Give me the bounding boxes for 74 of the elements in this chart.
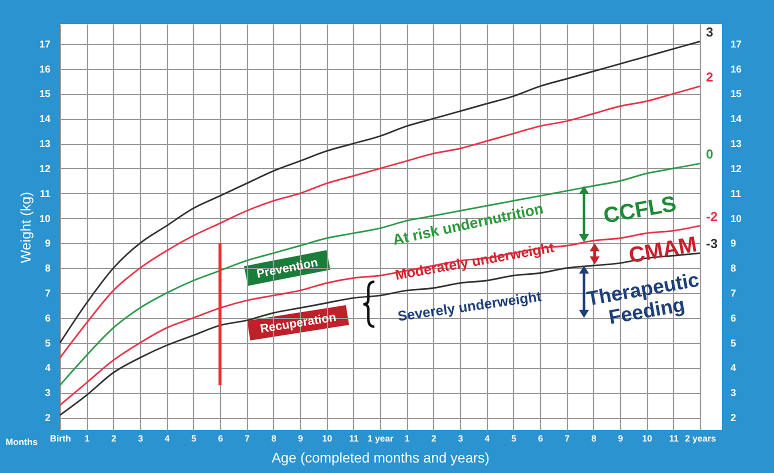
x-tick-label: 8 — [591, 434, 596, 444]
y-tick-label: 5 — [44, 338, 51, 350]
line-series — [59, 85, 701, 359]
y-tick-label: 12 — [39, 164, 51, 175]
x-tick-label: 2 — [431, 434, 436, 444]
text: Months — [6, 437, 38, 448]
y-tick-label: 4 — [44, 363, 51, 374]
y2-tick-label: 12 — [730, 164, 742, 175]
y-tick-label: 6 — [44, 313, 51, 324]
series-label: 3 — [706, 24, 714, 40]
annotation: CCFLS — [601, 190, 678, 228]
x-tick-label: 2 — [111, 434, 116, 444]
x-tick-label: 10 — [642, 434, 652, 444]
series-label: -3 — [706, 236, 718, 252]
x-tick-label: 11 — [349, 434, 359, 444]
y-tick-label: 13 — [39, 139, 51, 150]
y-tick-label: 7 — [44, 288, 51, 300]
y2-tick-label: 4 — [730, 363, 736, 374]
y-tick-label: 11 — [40, 188, 51, 200]
x-tick-label: 10 — [322, 434, 332, 444]
series-label: 2 — [706, 69, 714, 84]
y2-tick-label: 10 — [730, 214, 742, 225]
y-tick-label: 8 — [44, 264, 51, 275]
line-series — [59, 40, 701, 344]
y2-tick-label: 6 — [730, 313, 736, 324]
annotation: Prevention — [255, 255, 319, 281]
x-tick-label: 1 — [404, 434, 410, 444]
y-tick-label: 17 — [39, 39, 51, 50]
x-tick-label: 5 — [511, 434, 516, 444]
x-tick-label: 8 — [271, 434, 276, 444]
x-tick-label: 2 years — [684, 434, 716, 444]
series-label: 0 — [706, 146, 714, 162]
y2-tick-label: 16 — [730, 64, 742, 76]
y2-tick-label: 3 — [730, 388, 736, 400]
x-tick-label: 11 — [669, 434, 679, 444]
annotation: Severely underweight — [396, 288, 543, 324]
annotation: Therapeutic Feeding — [585, 269, 701, 330]
x-tick-label: 3 — [138, 434, 144, 444]
x-tick-label: 3 — [458, 434, 464, 444]
x-tick-label: Birth — [50, 434, 71, 444]
x-tick-label: 7 — [244, 434, 250, 444]
x-tick-label: 6 — [538, 434, 544, 444]
line-series — [59, 162, 701, 386]
y2-tick-label: 15 — [730, 89, 742, 100]
x-tick-label: 5 — [191, 434, 196, 444]
annotation: Recuperation — [259, 310, 338, 336]
x-tick-label: 1 year — [367, 434, 394, 444]
y2-tick-label: 11 — [730, 188, 742, 200]
y-tick-label: 14 — [39, 114, 51, 126]
x-tick-label: 9 — [618, 434, 624, 444]
y2-tick-label: 14 — [730, 114, 742, 126]
series-label: -2 — [706, 208, 718, 224]
y2-tick-label: 2 — [730, 413, 736, 424]
y2-tick-label: 13 — [730, 139, 742, 150]
y-tick-label: 10 — [39, 214, 51, 225]
x-axis-title: Age (completed months and years) — [272, 450, 490, 466]
x-tick-label: 4 — [164, 434, 170, 444]
y-tick-label: 3 — [44, 388, 51, 400]
x-tick-label: 7 — [564, 434, 570, 444]
x-tick-label: 4 — [484, 434, 490, 444]
y-tick-label: 2 — [44, 413, 51, 424]
y2-tick-label: 17 — [730, 39, 742, 50]
y-tick-label: 9 — [44, 238, 51, 250]
y2-tick-label: 5 — [730, 338, 736, 350]
x-tick-label: 1 — [84, 434, 90, 444]
y-axis-title: Weight (kg) — [17, 192, 34, 264]
x-tick-label: 9 — [298, 434, 304, 444]
x-tick-label: 6 — [218, 434, 224, 444]
y-tick-label: 15 — [39, 89, 51, 100]
y2-tick-label: 9 — [730, 238, 736, 250]
y-tick-label: 16 — [39, 64, 51, 76]
annotation: CMAM — [626, 231, 699, 268]
y2-tick-label: 7 — [730, 288, 736, 300]
y2-tick-label: 8 — [730, 264, 736, 275]
